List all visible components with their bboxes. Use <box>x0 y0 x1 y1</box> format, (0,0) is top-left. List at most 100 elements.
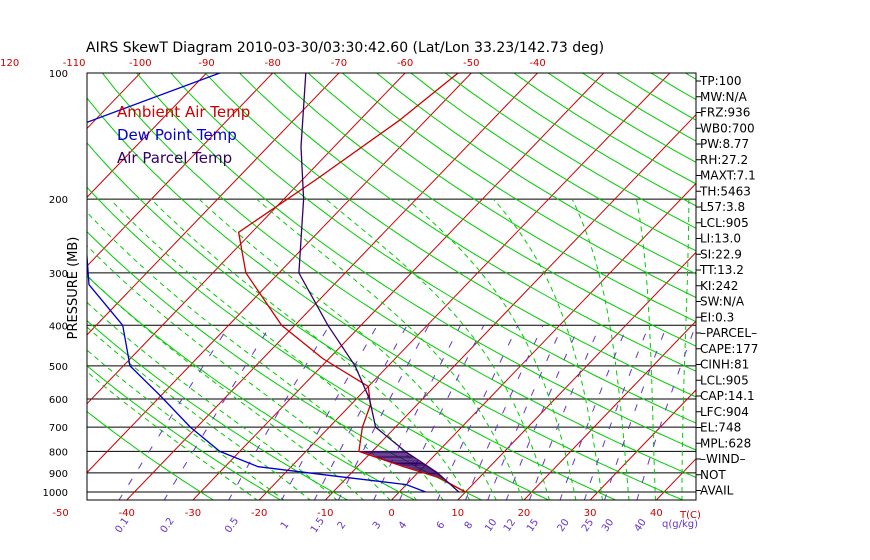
y-axis-label: PRESSURE (MB) <box>66 237 81 340</box>
isotherm-line <box>126 73 538 500</box>
mixing-ratio-tick-label: 30 <box>600 517 616 534</box>
isotherm-line <box>87 73 207 198</box>
mixing-ratio-line <box>399 325 485 500</box>
mixing-ratio-line <box>228 325 330 500</box>
side-label: TP:100 <box>699 74 742 88</box>
grid-lines <box>0 64 870 502</box>
top-temp-tick-label: -80 <box>265 58 281 69</box>
mixing-ratio-line <box>505 325 580 500</box>
dry-adiabat <box>87 365 282 500</box>
mixing-ratio-line <box>281 325 378 500</box>
isotherm-line <box>589 389 696 500</box>
side-label: MPL:628 <box>700 436 751 450</box>
moist-adiabat <box>256 198 524 500</box>
dry-adiabat <box>805 64 870 502</box>
mixing-ratio-tick-label: 40 <box>633 517 649 534</box>
temp-tick-label: 30 <box>584 508 597 519</box>
legend-entry: Air Parcel Temp <box>117 149 232 167</box>
top-temp-tick-label: -100 <box>129 58 152 69</box>
side-label: SI:22.9 <box>700 247 742 261</box>
side-label: SW:N/A <box>700 295 745 309</box>
top-temp-tick-label: -70 <box>331 58 347 69</box>
pressure-tick-label: 700 <box>49 423 68 434</box>
temp-tick-label: -40 <box>119 508 135 519</box>
dry-adiabat <box>101 73 696 479</box>
dry-adiabat <box>136 73 696 451</box>
top-temp-tick-label: -90 <box>198 58 214 69</box>
mixing-ratio-tick-label: 20 <box>556 517 572 534</box>
moist-adiabat <box>681 199 690 500</box>
isotherm-line <box>87 73 340 336</box>
side-label: EI:0.3 <box>700 310 734 324</box>
temp-tick-label: -50 <box>52 508 68 519</box>
dry-adiabat <box>273 73 696 347</box>
isotherm-line <box>258 73 671 500</box>
side-label: FRZ:936 <box>700 106 750 120</box>
side-label: MAXT:7.1 <box>700 169 756 183</box>
side-label: CAP:14.1 <box>700 389 755 403</box>
moist-adiabat <box>87 301 338 500</box>
side-label: KI:242 <box>700 279 738 293</box>
dry-adiabat <box>87 410 215 500</box>
chart-title: AIRS SkewT Diagram 2010-03-30/03:30:42.6… <box>86 40 604 56</box>
mixing-ratio-line <box>559 325 628 500</box>
mixing-ratio-line <box>313 325 408 500</box>
dry-adiabat <box>341 73 696 299</box>
profile-ambient-air-temp <box>237 73 466 493</box>
mixing-ratio-line <box>118 325 230 500</box>
temp-tick-label: -30 <box>185 508 201 519</box>
dry-adiabat <box>513 73 696 185</box>
isotherm-line <box>0 73 74 501</box>
top-temp-tick-label: -110 <box>63 58 86 69</box>
side-label: WB0:700 <box>700 121 755 135</box>
temp-tick-label: 10 <box>451 508 464 519</box>
moist-adiabat <box>406 198 577 500</box>
isotherm-line <box>788 73 870 501</box>
dry-adiabat <box>87 275 416 500</box>
side-label: –PARCEL– <box>700 326 757 340</box>
plot-frame <box>86 72 697 501</box>
pressure-tick-label: 1000 <box>43 488 68 499</box>
profiles <box>87 73 466 493</box>
mixing-ratio-line <box>528 325 601 500</box>
mixing-ratio-line <box>487 325 564 500</box>
side-label: LI:13.0 <box>700 232 741 246</box>
mixing-ratio-tick-label: 0.5 <box>223 516 241 535</box>
top-temp-tick-label: -60 <box>397 58 413 69</box>
dry-adiabat <box>170 73 696 424</box>
legend-entry: Dew Point Temp <box>117 126 237 144</box>
side-label: LCL:905 <box>700 373 749 387</box>
side-label: PW:8.77 <box>700 137 749 151</box>
moist-adiabat <box>87 371 258 500</box>
moist-adiabat <box>87 326 311 500</box>
mixing-ratio-tick-label: 8 <box>463 520 476 532</box>
profile-dew-point-temp <box>87 73 426 493</box>
mixing-ratio-tick-label: 15 <box>525 517 541 534</box>
isotherm-line <box>457 251 696 500</box>
dry-adiabat <box>238 73 696 372</box>
legend-entry: Ambient Air Temp <box>117 103 250 121</box>
top-temp-tick-label: -40 <box>529 58 545 69</box>
mixing-ratio-tick-label: 3 <box>371 520 384 532</box>
mixing-ratio-line <box>604 325 668 500</box>
isotherm-line <box>87 73 274 267</box>
dry-adiabat <box>87 97 684 500</box>
dry-adiabat <box>478 73 696 207</box>
side-label: MW:N/A <box>700 90 748 104</box>
side-label: RH:27.2 <box>700 153 748 167</box>
dry-adiabat <box>410 73 696 252</box>
moist-adiabat <box>87 274 365 500</box>
side-label: LCL:905 <box>700 216 749 230</box>
x-axis-label: T(C) <box>679 510 701 521</box>
mixing-ratio-line <box>373 325 461 500</box>
mixing-ratio-line <box>583 325 650 500</box>
mixing-ratio-tick-label: 10 <box>483 517 499 534</box>
moist-adiabat <box>198 198 497 500</box>
pressure-tick-label: 600 <box>49 395 68 406</box>
moist-adiabat <box>571 198 630 500</box>
dry-adiabat <box>87 142 617 500</box>
dry-adiabat <box>771 64 870 502</box>
moist-adiabat <box>109 198 444 500</box>
side-label: CAPE:177 <box>700 342 758 356</box>
